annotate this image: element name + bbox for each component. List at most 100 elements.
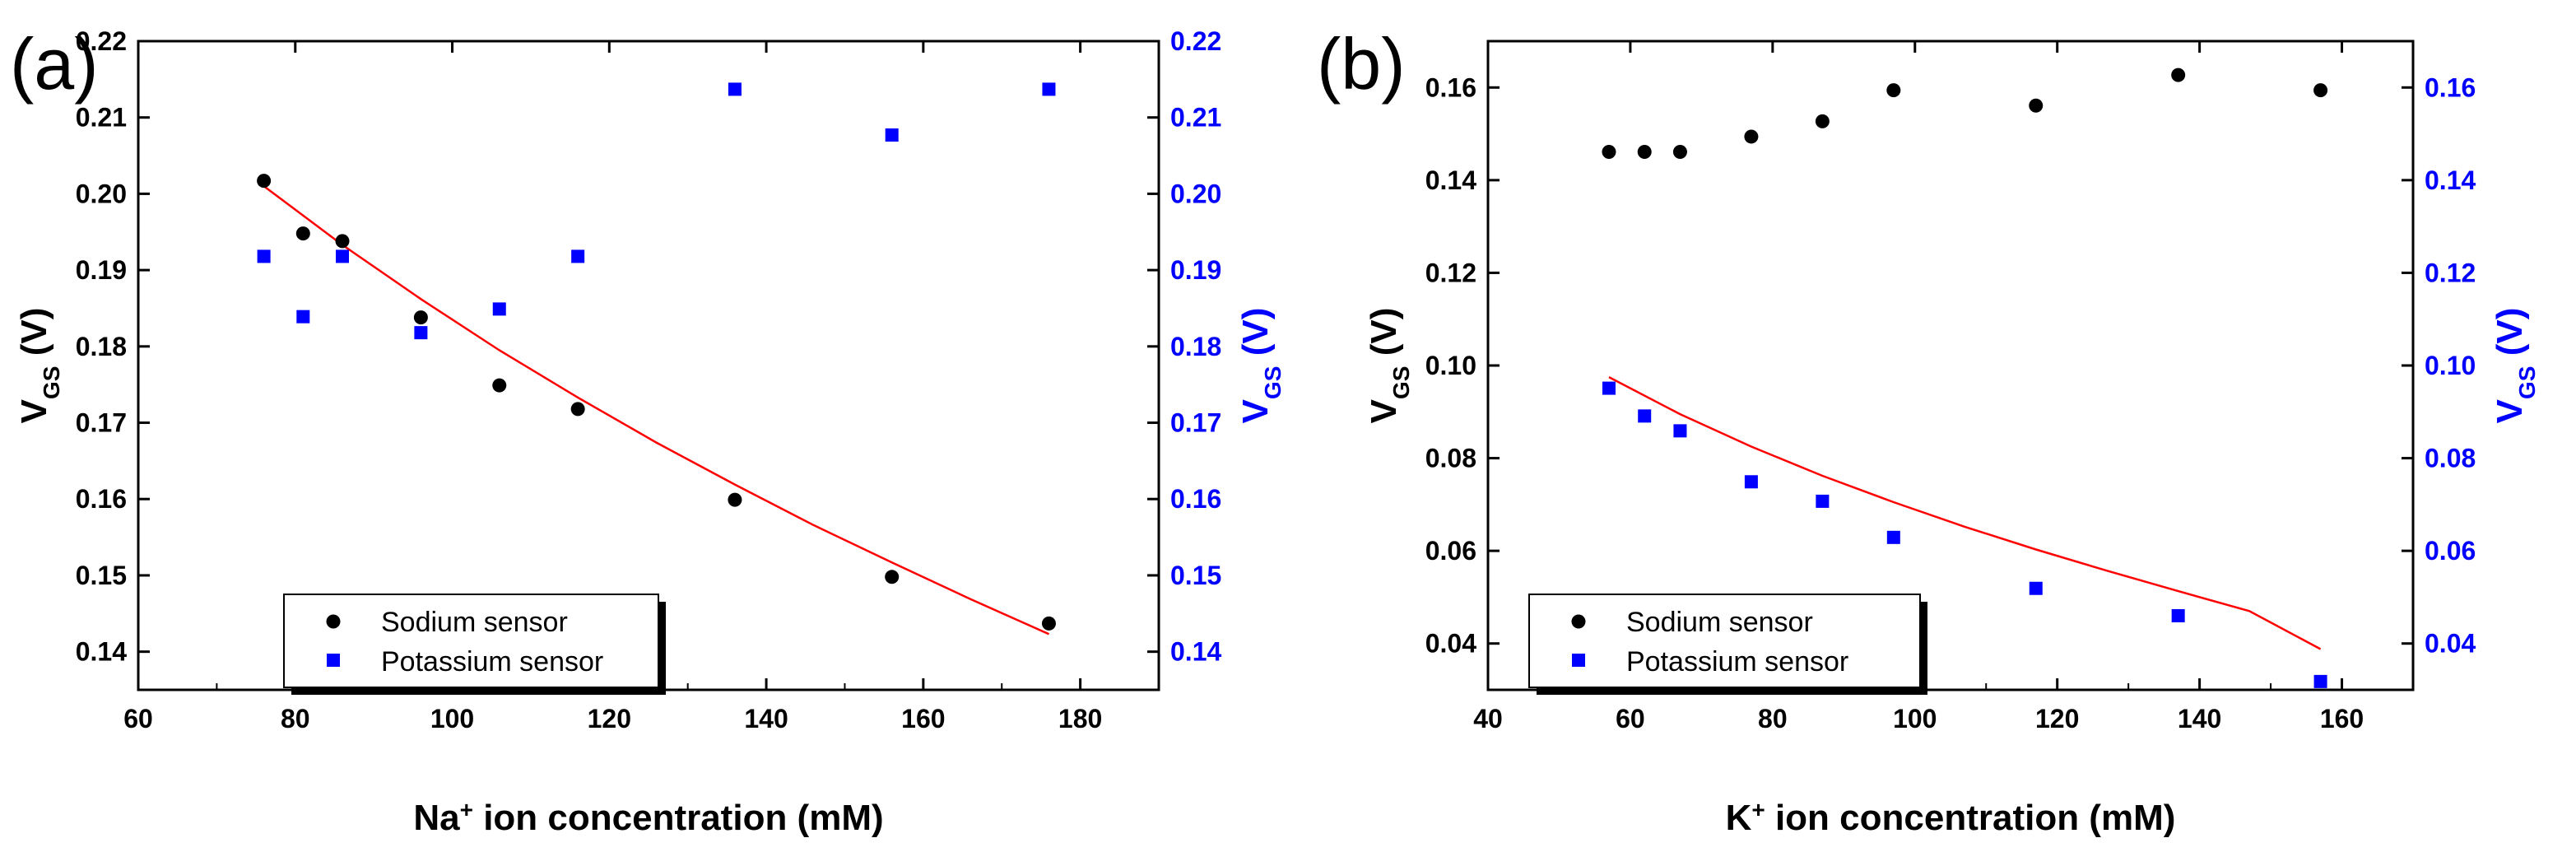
x-tick-label: 80 (281, 704, 310, 733)
y-axis-title-left: VGS (V) (1364, 308, 1414, 424)
x-tick-label: 100 (1893, 704, 1937, 733)
panel-label: (a) (10, 23, 99, 105)
data-point-sodium (1041, 616, 1056, 631)
y-axis-title-sub: GS (1260, 366, 1286, 399)
y-tick-label-right: 0.12 (2425, 258, 2476, 287)
y-axis-title-unit: (V) (1235, 308, 1276, 366)
data-point-sodium (295, 226, 310, 241)
y-tick-label-left: 0.17 (76, 408, 127, 438)
y-tick-label-right: 0.17 (1170, 408, 1221, 438)
y-tick-label-left: 0.12 (1425, 258, 1476, 287)
data-point-potassium (336, 249, 349, 263)
fit-curve (1608, 375, 2322, 650)
x-tick-label: 100 (430, 704, 474, 733)
data-point-potassium (1816, 494, 1830, 508)
x-tick-label: 180 (1058, 704, 1102, 733)
y-axis-title-unit: (V) (1364, 308, 1404, 366)
x-tick-label: 140 (744, 704, 788, 733)
y-axis-title-sub: GS (2514, 366, 2540, 399)
x-tick-label: 140 (2178, 704, 2221, 733)
data-point-sodium (413, 310, 428, 325)
y-tick-label-right: 0.14 (2425, 165, 2476, 195)
data-point-sodium (1886, 83, 1901, 98)
data-point-sodium (1744, 129, 1759, 144)
y-axis-title-main: V (2490, 398, 2530, 423)
data-point-sodium (1672, 145, 1687, 160)
y-tick-label-right: 0.21 (1170, 103, 1221, 133)
y-tick-label-right: 0.18 (1170, 332, 1221, 361)
x-tick-label: 60 (1616, 704, 1645, 733)
y-tick-label-left: 0.04 (1425, 629, 1476, 659)
legend-label-potassium: Potassium sensor (381, 646, 603, 677)
data-point-potassium (885, 128, 899, 142)
y-axis-title-left: VGS (V) (14, 308, 64, 424)
y-tick-label-left: 0.19 (76, 255, 127, 285)
legend-box (1528, 594, 1921, 688)
x-tick-label: 40 (1473, 704, 1503, 733)
y-tick-label-left: 0.21 (76, 103, 127, 133)
data-point-potassium (1042, 82, 1056, 96)
chart-panel-b: (b) 40 60 80 100 120 140 160 0.04 0.06 0.08 0.10 0.1… (1317, 23, 2540, 838)
y-tick-label-right: 0.14 (1170, 637, 1221, 667)
y-axis-title-main: V (1235, 398, 1276, 423)
data-point-potassium (2171, 608, 2185, 622)
data-point-potassium (2029, 581, 2043, 595)
legend-box (283, 594, 659, 688)
y-tick-label-left: 0.18 (76, 332, 127, 361)
x-axis-title: K+ ion concentration (mM) (1726, 797, 2176, 839)
y-tick-label-left: 0.16 (76, 484, 127, 514)
x-axis-title-sup: + (1751, 797, 1765, 822)
legend-marker-sodium (326, 614, 341, 629)
legend-label-potassium: Potassium sensor (1626, 646, 1848, 677)
y-tick-label-left: 0.14 (76, 637, 127, 667)
data-point-potassium (1638, 409, 1652, 423)
data-point-sodium (728, 492, 742, 507)
plot-frame (1486, 40, 2415, 691)
x-axis-title-sup: + (460, 797, 473, 822)
data-point-potassium (1673, 424, 1687, 438)
data-point-potassium (728, 82, 742, 96)
x-axis-title: Na+ ion concentration (mM) (413, 797, 883, 839)
data-point-sodium (885, 570, 900, 584)
x-axis-title-symbol: K (1726, 798, 1752, 838)
y-tick-label-right: 0.16 (1170, 484, 1221, 514)
y-axis-title-sub: GS (1388, 366, 1414, 399)
x-axis-title-symbol: Na (413, 798, 460, 838)
panel-label: (b) (1317, 23, 1406, 105)
y-axis-title-main: V (1364, 398, 1404, 423)
y-axis-title-unit: (V) (14, 308, 54, 366)
data-point-potassium (414, 326, 428, 340)
data-point-potassium (257, 249, 271, 263)
x-tick-label: 120 (2035, 704, 2079, 733)
y-tick-label-right: 0.16 (2425, 72, 2476, 102)
legend: Sodium sensor Potassium sensor (1528, 594, 1927, 695)
y-tick-label-right: 0.04 (2425, 629, 2476, 659)
fit-curve (263, 185, 1050, 636)
x-tick-label: 160 (901, 704, 945, 733)
data-point-potassium (2313, 674, 2327, 688)
legend: Sodium sensor Potassium sensor (283, 594, 666, 695)
y-tick-label-right: 0.19 (1170, 255, 1221, 285)
data-point-sodium (1637, 145, 1652, 160)
data-point-potassium (1886, 530, 1900, 544)
y-axis-title-sub: GS (39, 366, 64, 399)
data-point-potassium (492, 302, 506, 316)
data-point-sodium (2171, 68, 2186, 82)
y-tick-label-right: 0.08 (2425, 444, 2476, 473)
y-tick-label-left: 0.16 (1425, 72, 1476, 102)
legend-label-sodium: Sodium sensor (1626, 607, 1813, 638)
data-point-sodium (492, 378, 507, 393)
x-axis-title-rest: ion concentration (mM) (1765, 798, 2176, 838)
data-point-potassium (571, 249, 585, 263)
legend-marker-sodium (1571, 614, 1586, 629)
y-tick-label-left: 0.06 (1425, 536, 1476, 566)
data-point-sodium (2029, 98, 2044, 113)
data-point-sodium (2313, 83, 2328, 98)
y-axis-title-right: VGS (V) (1235, 308, 1286, 424)
x-tick-label: 120 (588, 704, 631, 733)
data-point-potassium (1744, 475, 1758, 489)
data-point-potassium (296, 310, 310, 324)
y-tick-label-left: 0.20 (76, 179, 127, 208)
y-tick-label-right: 0.22 (1170, 26, 1221, 56)
